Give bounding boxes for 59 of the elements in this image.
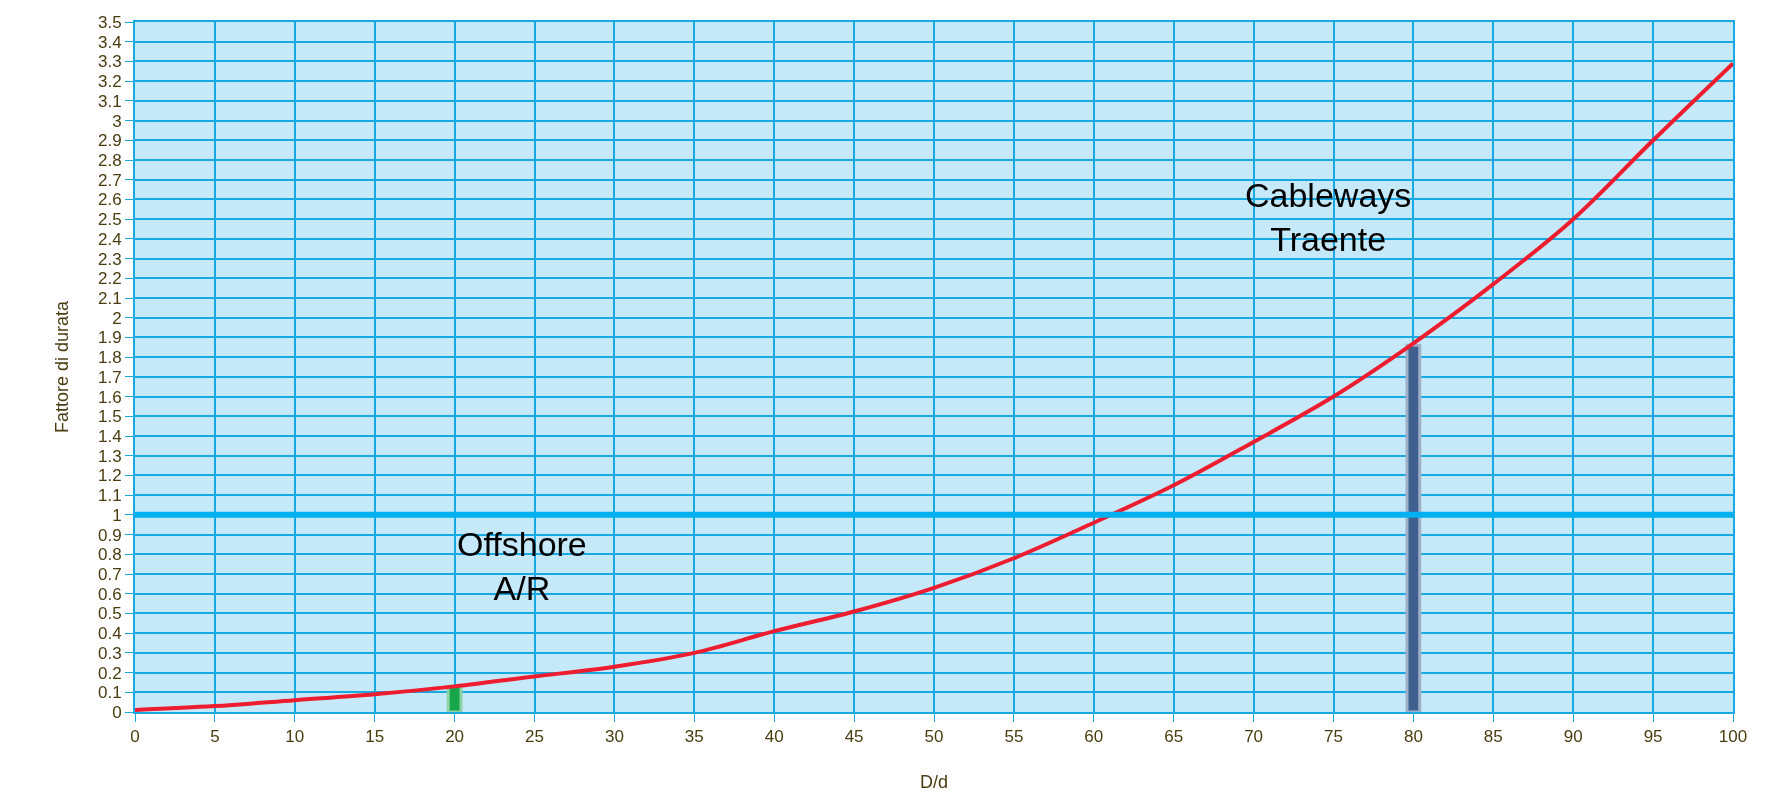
y-tick-label: 0.7 — [97, 564, 122, 584]
y-tick-label: 3.3 — [97, 52, 122, 72]
y-tick-label: 0 — [112, 702, 122, 722]
y-tick-label: 1.2 — [97, 466, 122, 486]
y-tick-label: 0.1 — [97, 683, 122, 703]
x-tick-label: 75 — [1324, 727, 1343, 747]
y-tick-label: 0.2 — [97, 663, 122, 683]
x-tick-label: 80 — [1403, 727, 1423, 747]
x-tick-label: 35 — [684, 727, 704, 747]
x-tick-label: 60 — [1084, 727, 1104, 747]
x-tick-label: 45 — [844, 727, 864, 747]
x-tick-label: 15 — [365, 727, 385, 747]
y-tick-label: 2.7 — [97, 170, 122, 190]
x-tick-label: 25 — [525, 727, 544, 747]
y-tick-label: 0.5 — [97, 604, 122, 624]
y-tick-label: 3 — [112, 111, 122, 131]
y-tick-label: 2.1 — [97, 288, 122, 308]
y-tick-label: 1.1 — [97, 486, 122, 506]
y-tick-label: 0.3 — [97, 643, 122, 663]
y-tick-label: 1.8 — [97, 348, 122, 368]
y-tick-label: 1.6 — [97, 387, 122, 407]
y-tick-label: 0.4 — [97, 624, 122, 644]
x-tick-label: 0 — [130, 727, 140, 747]
x-axis-title: D/d — [919, 772, 949, 792]
y-tick-label: 1.5 — [97, 407, 122, 427]
x-tick-label: 65 — [1164, 727, 1184, 747]
x-tick-label: 85 — [1483, 727, 1503, 747]
y-axis-title: Fattore di durata — [51, 299, 72, 434]
x-tick-label: 20 — [445, 727, 465, 747]
y-tick-label: 3.2 — [97, 72, 122, 92]
x-tick-label: 30 — [604, 727, 624, 747]
x-tick-label: 55 — [1004, 727, 1024, 747]
x-tick-label: 100 — [1718, 727, 1748, 747]
y-tick-label: 2.6 — [97, 190, 122, 210]
x-tick-label: 10 — [285, 727, 305, 747]
y-tick-label: 2.8 — [97, 150, 122, 170]
x-tick-label: 40 — [764, 727, 784, 747]
x-tick-label: 50 — [924, 727, 944, 747]
y-tick-label: 1 — [112, 505, 122, 525]
y-tick-label: 3.5 — [97, 12, 122, 32]
x-tick-label: 90 — [1563, 727, 1583, 747]
y-tick-label: 2.3 — [97, 249, 122, 269]
y-tick-label: 1.7 — [97, 367, 122, 387]
y-tick-label: 2.5 — [97, 210, 122, 230]
y-tick-label: 0.9 — [97, 525, 122, 545]
x-tick-label: 95 — [1643, 727, 1663, 747]
y-tick-label: 1.9 — [97, 328, 122, 348]
x-tick-label: 5 — [210, 727, 220, 747]
y-tick-label: 0.6 — [97, 584, 122, 604]
y-tick-label: 1.3 — [97, 446, 122, 466]
x-tick-label: 70 — [1244, 727, 1264, 747]
y-tick-label: 3.1 — [97, 91, 122, 111]
y-tick-label: 3.4 — [97, 32, 122, 52]
y-tick-label: 1.4 — [97, 426, 122, 446]
y-tick-label: 2.9 — [97, 131, 122, 151]
y-tick-label: 2 — [112, 308, 122, 328]
y-tick-label: 2.4 — [97, 229, 122, 249]
y-tick-label: 2.2 — [97, 269, 122, 289]
y-tick-label: 0.8 — [97, 545, 122, 565]
